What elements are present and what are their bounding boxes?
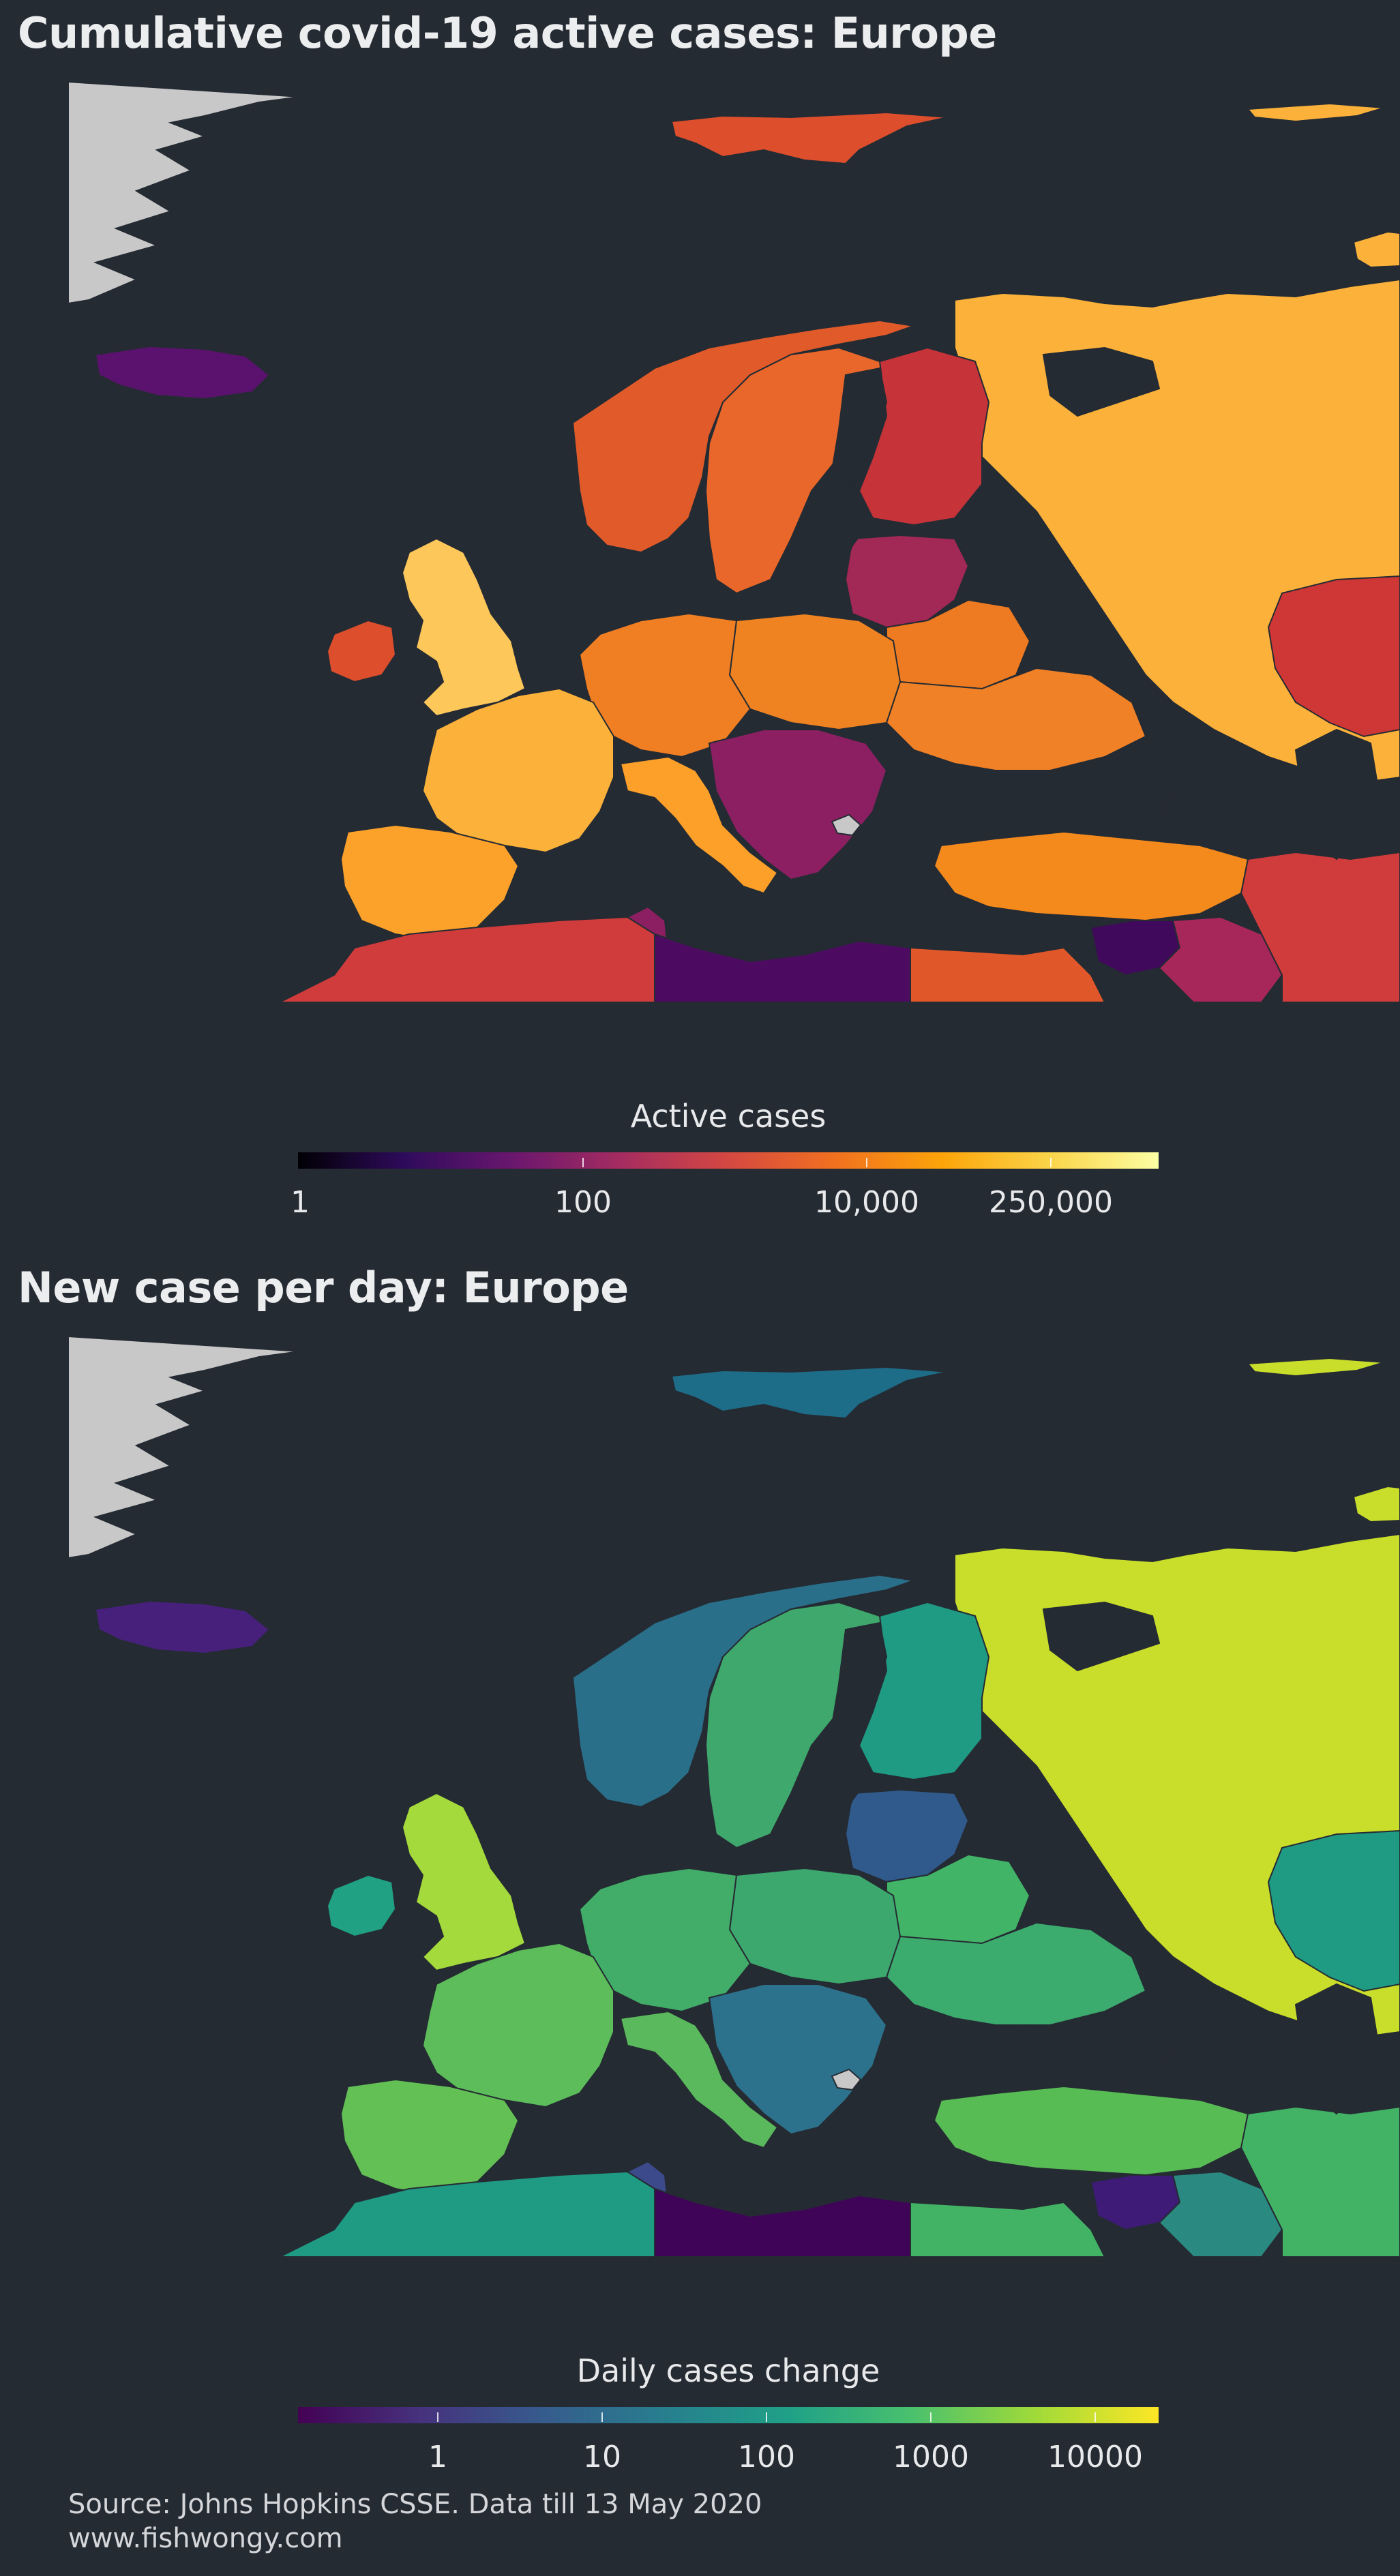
finland-region [858,346,990,526]
new-cases-panel: New case per day: Europe [0,1255,1400,2576]
source-text: Source: Johns Hopkins CSSE. Data till 13… [68,2489,762,2520]
iberia-region [340,2078,520,2197]
iceland-region [94,1600,271,1655]
balkans-region [708,1983,888,2136]
legend2-tick-10: 10 [583,2440,621,2474]
kazakhstan-region [1267,1829,1400,1992]
daily-cases-colorbar [298,2407,1159,2423]
caspian-sea [1294,728,1379,860]
black-sea [960,769,1174,833]
caucasus-region [1240,851,1400,1002]
france-region [421,1942,614,2108]
caucasus-region [1240,2106,1400,2257]
legend1-tick-mark-10000 [866,1158,867,1167]
arctic-islands-region [1246,102,1385,123]
legend2-tick-100: 100 [738,2440,795,2474]
legend1-tick-10000: 10,000 [814,1185,919,1220]
kazakhstan-region [1267,575,1400,738]
legend1-title: Active cases [630,1098,826,1135]
svalbard-region [670,1366,949,1420]
legend2-tick-mark-10 [601,2412,603,2422]
active-cases-colorbar [298,1152,1159,1169]
novaya-zemlya-region [1352,230,1400,269]
active-cases-map [68,80,1400,1002]
legend1-tick-mark-250000 [1050,1158,1052,1167]
iceland-region [94,345,271,400]
egypt-region [910,946,1106,1002]
iraq-region [1158,2170,1283,2257]
italy-region [619,2010,779,2149]
kosovo-region [831,813,862,837]
algeria-region [279,2170,655,2257]
poland-region [728,612,902,731]
legend2-tick-mark-10000 [1094,2412,1096,2422]
turkey-region [933,830,1249,922]
map2-title: New case per day: Europe [18,1263,629,1313]
baltic-sea [769,1737,874,1870]
gulf-of-bothnia [831,1621,888,1740]
website-text: www.fishwongy.com [68,2523,343,2554]
legend1-tick-250000: 250,000 [989,1185,1113,1220]
baltics-region [844,1788,970,1883]
active-cases-panel: Cumulative covid-19 active cases: Europe [0,0,1400,1255]
libya-region [654,933,911,1002]
iraq-region [1158,916,1283,1002]
turkey-region [933,2085,1249,2176]
legend1-tick-mark-100 [582,1158,584,1167]
legend1-tick-1: 1 [291,1185,310,1220]
legend2-tick-mark-100 [766,2412,767,2422]
egypt-region [910,2201,1106,2257]
legend1-tick-100: 100 [554,1185,612,1220]
greenland-region [68,80,301,305]
legend2-tick-1000: 1000 [893,2440,969,2474]
new-cases-map [68,1335,1400,2257]
ukraine-region [885,1921,1147,2026]
arctic-islands-region [1246,1357,1385,1377]
novaya-zemlya-region [1352,1485,1400,1523]
legend2-tick-mark-1 [437,2412,438,2422]
poland-region [728,1867,902,1986]
italy-region [619,755,779,895]
legend2-tick-1: 1 [428,2440,447,2474]
balkans-region [708,729,888,881]
map1-title: Cumulative covid-19 active cases: Europe [18,8,997,58]
ireland-region [326,619,397,683]
kosovo-region [831,2068,862,2091]
svalbard-region [670,111,949,165]
black-sea [960,2024,1174,2087]
iberia-region [340,824,520,942]
legend2-title: Daily cases change [576,2352,880,2389]
libya-region [654,2187,911,2257]
algeria-region [279,916,655,1002]
ukraine-region [885,667,1147,771]
uk-region [401,537,526,717]
finland-region [858,1601,990,1781]
baltics-region [844,534,970,629]
legend2-tick-mark-1000 [930,2412,932,2422]
france-region [421,687,614,854]
greenland-region [68,1335,301,1559]
white-sea [1042,346,1161,417]
baltic-sea [769,483,874,615]
gulf-of-bothnia [831,367,888,485]
ireland-region [326,1874,397,1938]
caspian-sea [1294,1983,1379,2115]
legend2-tick-10000: 10000 [1047,2440,1143,2474]
uk-region [401,1792,526,1972]
white-sea [1042,1601,1161,1672]
